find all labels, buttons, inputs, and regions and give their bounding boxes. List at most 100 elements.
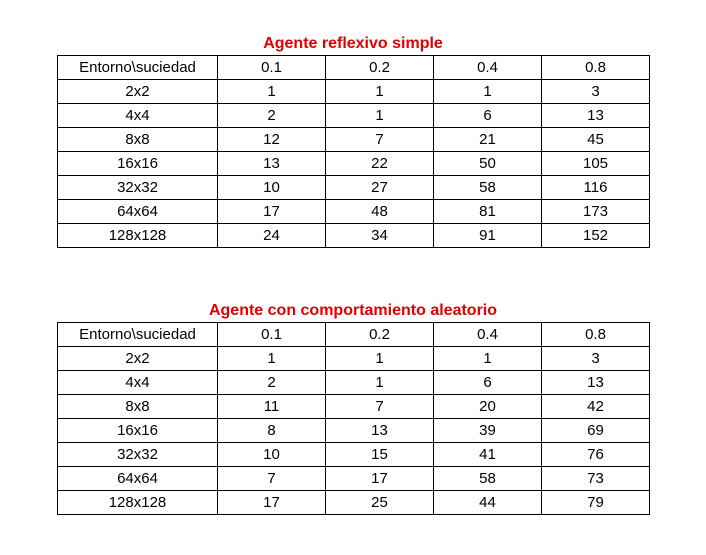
table-row: 2x2 1 1 1 3 [57,79,650,104]
table-block-reflex-agent: Agente reflexivo simple Entorno\suciedad… [57,33,650,248]
table-cell: 79 [541,490,650,515]
table-cell: 1 [433,346,542,371]
table-cell: 20 [433,394,542,419]
table-cell: 58 [433,466,542,491]
row-label-cell: 4x4 [57,370,218,395]
row-label-cell: 32x32 [57,442,218,467]
table-cell: 3 [541,346,650,371]
table-cell: 91 [433,223,542,248]
table-cell: 1 [325,79,434,104]
table-cell: 25 [325,490,434,515]
table-cell: 41 [433,442,542,467]
row-label-cell: 8x8 [57,127,218,152]
table-header-row: Entorno\suciedad 0.1 0.2 0.4 0.8 [57,322,650,347]
header-cell: 0.8 [541,55,650,80]
table-cell: 27 [325,175,434,200]
table-row: 8x8 12 7 21 45 [57,127,650,152]
table-cell: 50 [433,151,542,176]
header-cell: 0.1 [217,55,326,80]
table-cell: 22 [325,151,434,176]
table-cell: 13 [217,151,326,176]
table-cell: 69 [541,418,650,443]
table-cell: 1 [325,103,434,128]
row-label-cell: 128x128 [57,223,218,248]
row-label-cell: 128x128 [57,490,218,515]
table-cell: 2 [217,370,326,395]
table-cell: 11 [217,394,326,419]
table-cell: 81 [433,199,542,224]
header-cell: 0.8 [541,322,650,347]
table-cell: 7 [325,127,434,152]
table-cell: 34 [325,223,434,248]
results-table: Entorno\suciedad 0.1 0.2 0.4 0.8 2x2 1 1… [57,55,650,248]
table-row: 64x64 17 48 81 173 [57,199,650,224]
table-cell: 7 [325,394,434,419]
table-row: 16x16 13 22 50 105 [57,151,650,176]
table-cell: 58 [433,175,542,200]
table-cell: 12 [217,127,326,152]
table-row: 4x4 2 1 6 13 [57,370,650,395]
table-row: 128x128 17 25 44 79 [57,490,650,515]
table-cell: 76 [541,442,650,467]
row-label-cell: 32x32 [57,175,218,200]
table-block-random-agent: Agente con comportamiento aleatorio Ento… [57,300,650,515]
table-cell: 173 [541,199,650,224]
table-cell: 1 [217,346,326,371]
table-cell: 7 [217,466,326,491]
table-cell: 3 [541,79,650,104]
header-cell: Entorno\suciedad [57,55,218,80]
row-label-cell: 16x16 [57,418,218,443]
table-cell: 39 [433,418,542,443]
table-cell: 6 [433,370,542,395]
row-label-cell: 16x16 [57,151,218,176]
table-row: 128x128 24 34 91 152 [57,223,650,248]
table-cell: 17 [325,466,434,491]
table-cell: 48 [325,199,434,224]
table-cell: 1 [433,79,542,104]
table-row: 32x32 10 27 58 116 [57,175,650,200]
table-title: Agente con comportamiento aleatorio [208,302,498,319]
table-row: 8x8 11 7 20 42 [57,394,650,419]
table-cell: 105 [541,151,650,176]
table-header-row: Entorno\suciedad 0.1 0.2 0.4 0.8 [57,55,650,80]
table-cell: 116 [541,175,650,200]
header-cell: 0.1 [217,322,326,347]
row-label-cell: 64x64 [57,466,218,491]
header-cell: 0.2 [325,322,434,347]
table-cell: 2 [217,103,326,128]
row-label-cell: 64x64 [57,199,218,224]
table-cell: 6 [433,103,542,128]
table-cell: 44 [433,490,542,515]
table-cell: 21 [433,127,542,152]
row-label-cell: 2x2 [57,346,218,371]
results-table: Entorno\suciedad 0.1 0.2 0.4 0.8 2x2 1 1… [57,322,650,515]
row-label-cell: 2x2 [57,79,218,104]
table-row: 4x4 2 1 6 13 [57,103,650,128]
table-cell: 1 [325,370,434,395]
table-cell: 73 [541,466,650,491]
table-cell: 13 [541,103,650,128]
table-cell: 13 [325,418,434,443]
table-row: 16x16 8 13 39 69 [57,418,650,443]
table-cell: 45 [541,127,650,152]
table-row: 64x64 7 17 58 73 [57,466,650,491]
table-cell: 10 [217,175,326,200]
table-cell: 42 [541,394,650,419]
table-row: 32x32 10 15 41 76 [57,442,650,467]
table-cell: 1 [325,346,434,371]
table-cell: 15 [325,442,434,467]
table-cell: 8 [217,418,326,443]
header-cell: 0.4 [433,322,542,347]
table-row: 2x2 1 1 1 3 [57,346,650,371]
table-cell: 13 [541,370,650,395]
table-cell: 17 [217,490,326,515]
header-cell: Entorno\suciedad [57,322,218,347]
table-cell: 24 [217,223,326,248]
row-label-cell: 8x8 [57,394,218,419]
header-cell: 0.4 [433,55,542,80]
header-cell: 0.2 [325,55,434,80]
table-cell: 17 [217,199,326,224]
table-cell: 152 [541,223,650,248]
row-label-cell: 4x4 [57,103,218,128]
table-cell: 10 [217,442,326,467]
